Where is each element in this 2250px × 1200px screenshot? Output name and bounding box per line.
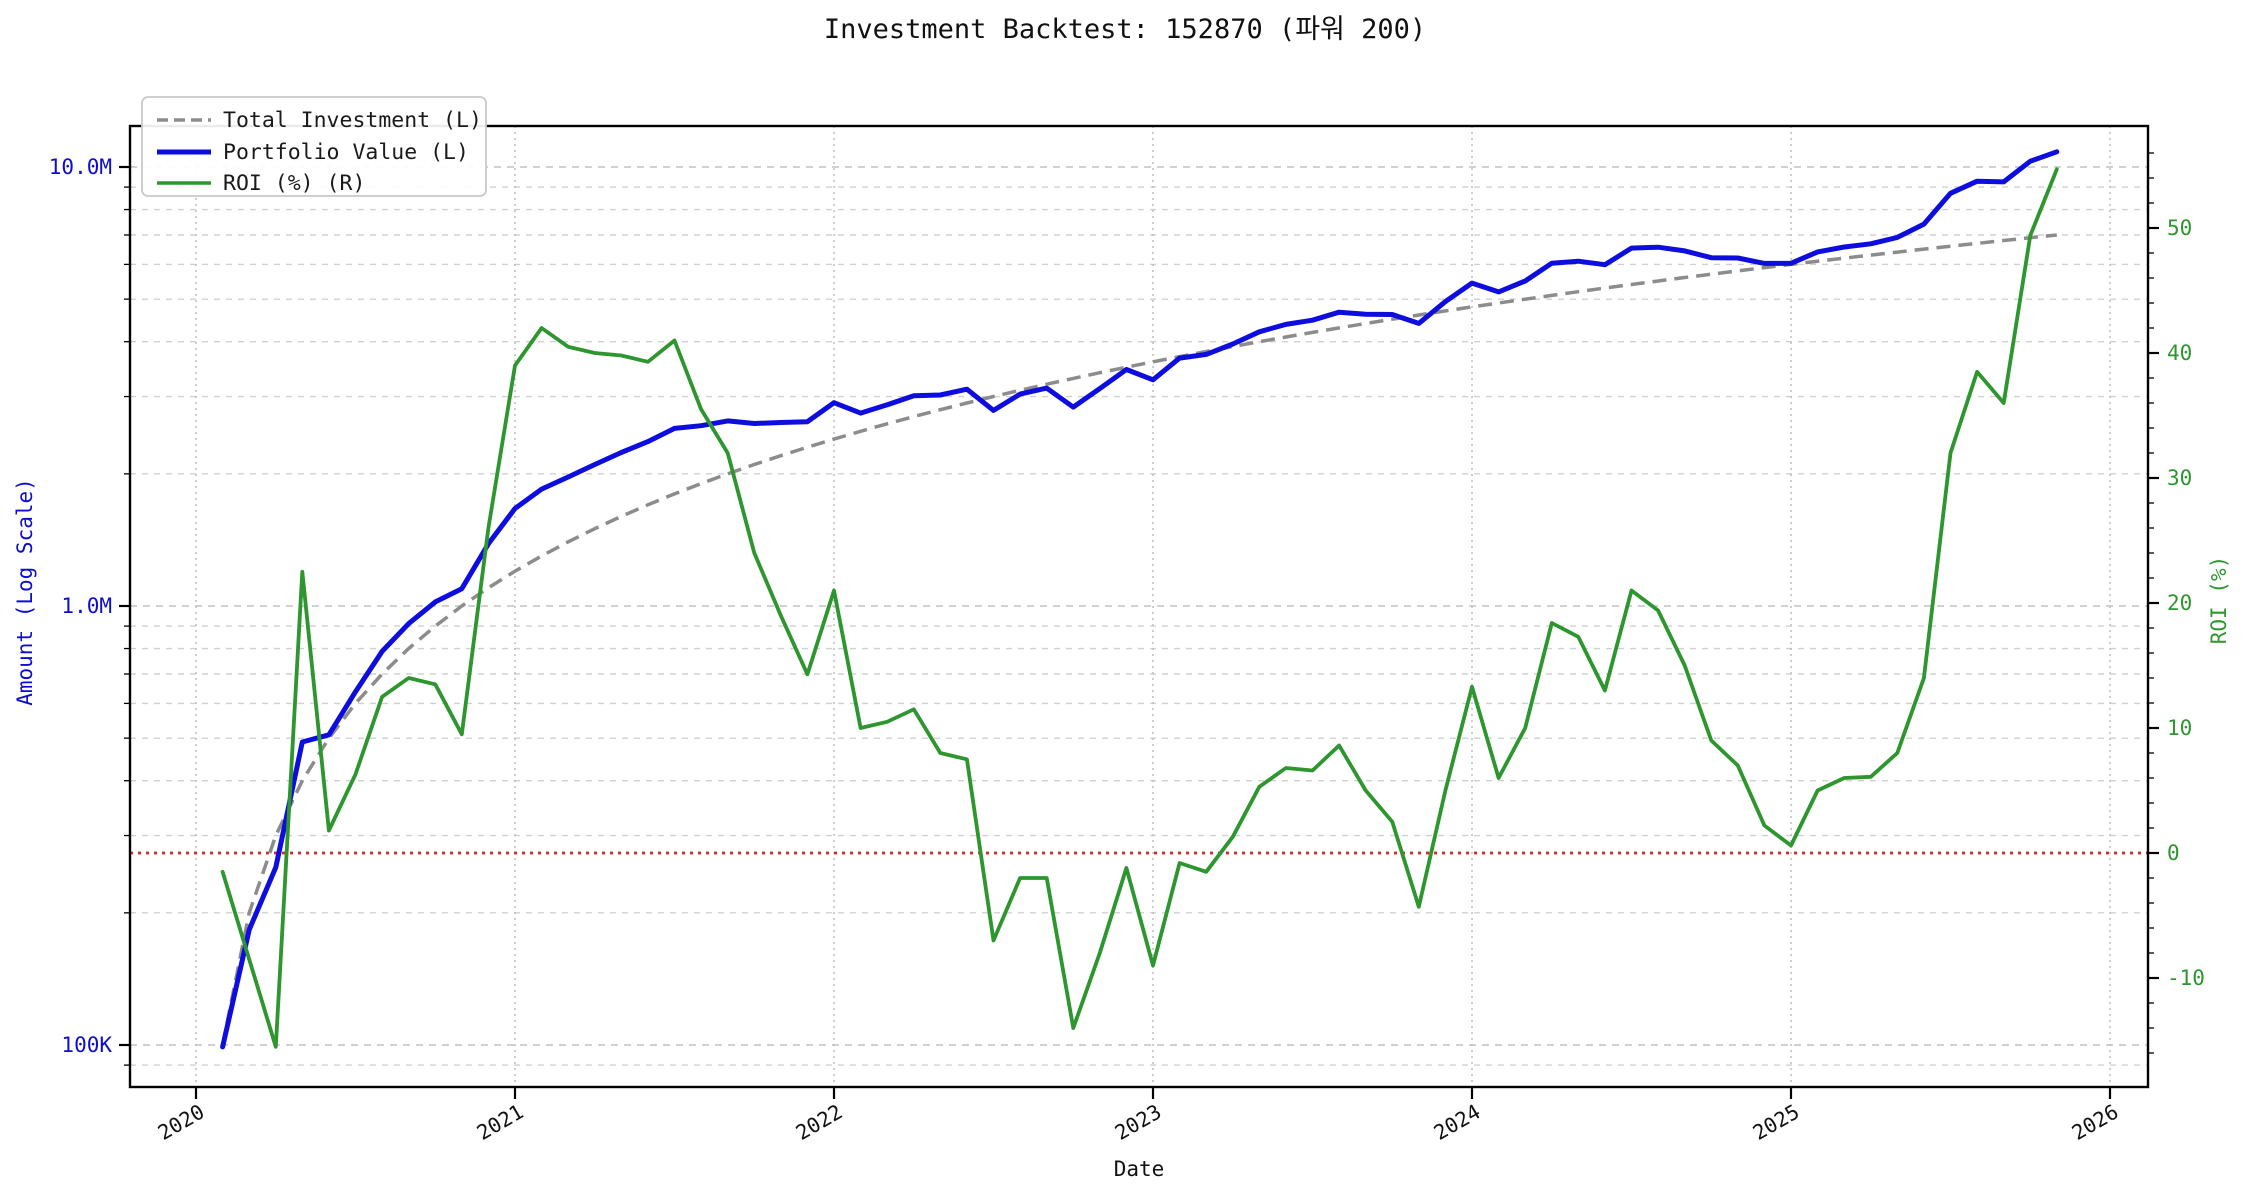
right-tick-label: 20 — [2167, 591, 2192, 615]
right-tick-label: 0 — [2167, 841, 2180, 865]
legend-label-portfolio-value: Portfolio Value (L) — [223, 140, 469, 165]
x-tick-label: 2026 — [2068, 1100, 2123, 1145]
right-tick-label: 50 — [2167, 216, 2192, 240]
chart-title: Investment Backtest: 152870 (파워 200) — [824, 14, 1426, 45]
right-tick-label: 10 — [2167, 716, 2192, 740]
legend-label-roi: ROI (%) (R) — [223, 171, 365, 196]
x-tick-label: 2020 — [154, 1100, 209, 1145]
legend: Total Investment (L) Portfolio Value (L)… — [141, 96, 487, 197]
right-y-axis-label: ROI (%) — [2207, 556, 2231, 645]
x-tick-label: 2023 — [1111, 1100, 1166, 1145]
data-series — [220, 149, 2060, 1050]
x-tick-label: 2022 — [792, 1100, 847, 1145]
left-tick-label: 100K — [61, 1033, 112, 1057]
x-tick-label: 2021 — [473, 1100, 528, 1145]
x-tick-label: 2024 — [1430, 1100, 1485, 1145]
right-tick-label: 40 — [2167, 341, 2192, 365]
x-tick-label: 2025 — [1749, 1100, 1804, 1145]
right-tick-label: 30 — [2167, 466, 2192, 490]
portfolio-value-line — [220, 149, 2060, 1050]
x-axis-label: Date — [1114, 1157, 1165, 1181]
left-tick-label: 1.0M — [61, 594, 112, 618]
left-y-axis-label: Amount (Log Scale) — [13, 478, 37, 706]
axes-and-ticks: 100K 1.0M 10.0M -10 0 10 20 30 40 50 2020 2021 2022 2… — [49, 124, 2205, 1145]
roi-line — [220, 167, 2059, 1049]
left-tick-label: 10.0M — [49, 155, 112, 179]
legend-label-total-investment: Total Investment (L) — [223, 108, 482, 133]
right-tick-label: -10 — [2167, 966, 2205, 990]
total-investment-line — [220, 233, 2057, 1046]
legend-box — [141, 96, 487, 197]
